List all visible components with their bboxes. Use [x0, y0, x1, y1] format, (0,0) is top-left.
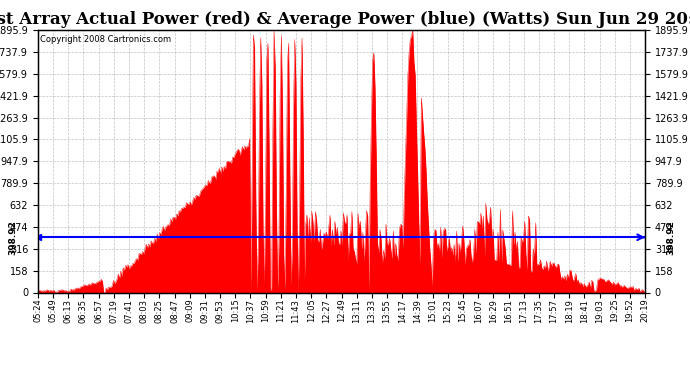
- Text: East Array Actual Power (red) & Average Power (blue) (Watts) Sun Jun 29 20:29: East Array Actual Power (red) & Average …: [0, 11, 690, 28]
- Text: 398.92: 398.92: [666, 220, 675, 255]
- Text: Copyright 2008 Cartronics.com: Copyright 2008 Cartronics.com: [40, 35, 171, 44]
- Text: 398.92: 398.92: [8, 220, 17, 255]
